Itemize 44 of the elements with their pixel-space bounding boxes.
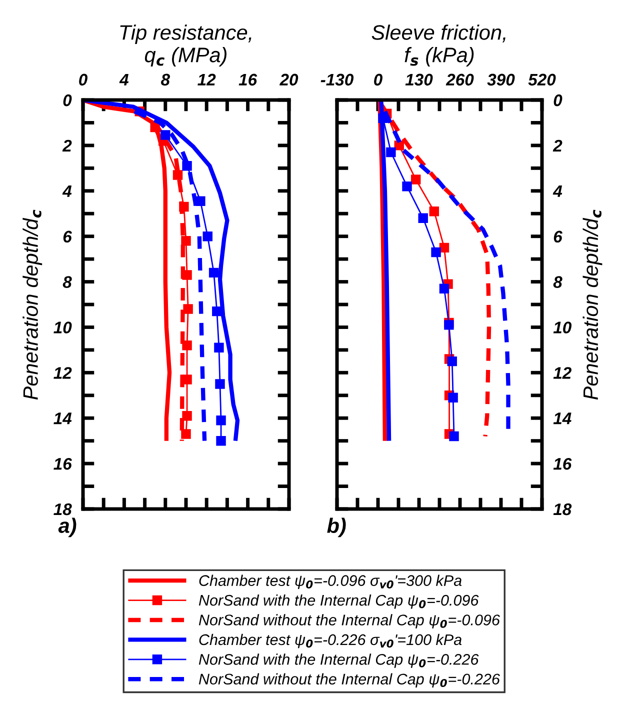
- y-tick-label: 2: [552, 140, 562, 152]
- x-axis-title: Tip resistance, q$_{c}$ (MPa): [120, 24, 252, 66]
- legend-label: Chamber test ψ$_{0}$=-0.226 σ$_{v0}$'=100 kPa: [199, 634, 462, 648]
- y-tick-label: 8: [62, 276, 72, 288]
- x-tick-label: 390: [487, 74, 515, 86]
- x-tick-label: 520: [528, 74, 556, 86]
- y-tick-label: 4: [62, 185, 72, 197]
- y-tick-label: 0: [63, 94, 72, 106]
- legend-label: NorSand with the Internal Cap ψ$_{0}$=-0.096: [198, 594, 479, 609]
- y-tick-label: 16: [553, 458, 572, 470]
- y-tick-label: 14: [54, 412, 72, 424]
- y-axis-title: Penetration depth/d$_{c}$: [22, 210, 42, 400]
- y-tick-label: 2: [62, 140, 72, 152]
- y-axis-title: Penetration depth/d$_{c}$: [582, 210, 602, 400]
- x-tick-label: 130: [405, 74, 433, 86]
- y-tick-label: 18: [54, 503, 72, 516]
- x-tick-label: 260: [446, 74, 474, 86]
- y-tick-label: 10: [54, 322, 72, 334]
- y-tick-label: 8: [553, 276, 562, 288]
- y-tick-label: 12: [553, 367, 572, 379]
- x-tick-label: 0: [374, 74, 382, 86]
- x-axis-title: Sleeve friction, f$_{s}$ (kPa): [372, 24, 506, 66]
- y-tick-label: 6: [63, 230, 72, 243]
- text: b): [327, 518, 346, 538]
- y-tick-label: 16: [54, 458, 72, 470]
- x-tick-label: 16: [238, 74, 258, 86]
- legend-label: NorSand without the Internal Cap ψ$_{0}$=-0.096: [198, 614, 500, 628]
- legend-label: Chamber test ψ$_{0}$=-0.096 σ$_{v0}$'=300 kPa: [199, 574, 462, 590]
- text: a): [58, 518, 76, 538]
- y-tick-label: 6: [554, 230, 562, 243]
- legend-label: NorSand without the Internal Cap ψ$_{0}$=-0.226: [198, 673, 500, 688]
- x-tick-label: 0: [79, 74, 88, 86]
- y-tick-label: 4: [552, 185, 562, 197]
- y-tick-label: 12: [54, 367, 72, 379]
- y-tick-label: 0: [554, 94, 562, 106]
- x-tick-label: 4: [119, 74, 129, 86]
- y-tick-label: 18: [553, 503, 572, 516]
- x-tick-label: 12: [198, 74, 216, 86]
- legend-label: NorSand with the Internal Cap ψ$_{0}$=-0.226: [198, 654, 479, 668]
- x-tick-label: -130: [320, 74, 354, 86]
- y-tick-label: 14: [553, 412, 572, 424]
- y-tick-label: 10: [553, 322, 572, 334]
- x-tick-label: 8: [160, 74, 170, 86]
- x-tick-label: 20: [279, 74, 298, 86]
